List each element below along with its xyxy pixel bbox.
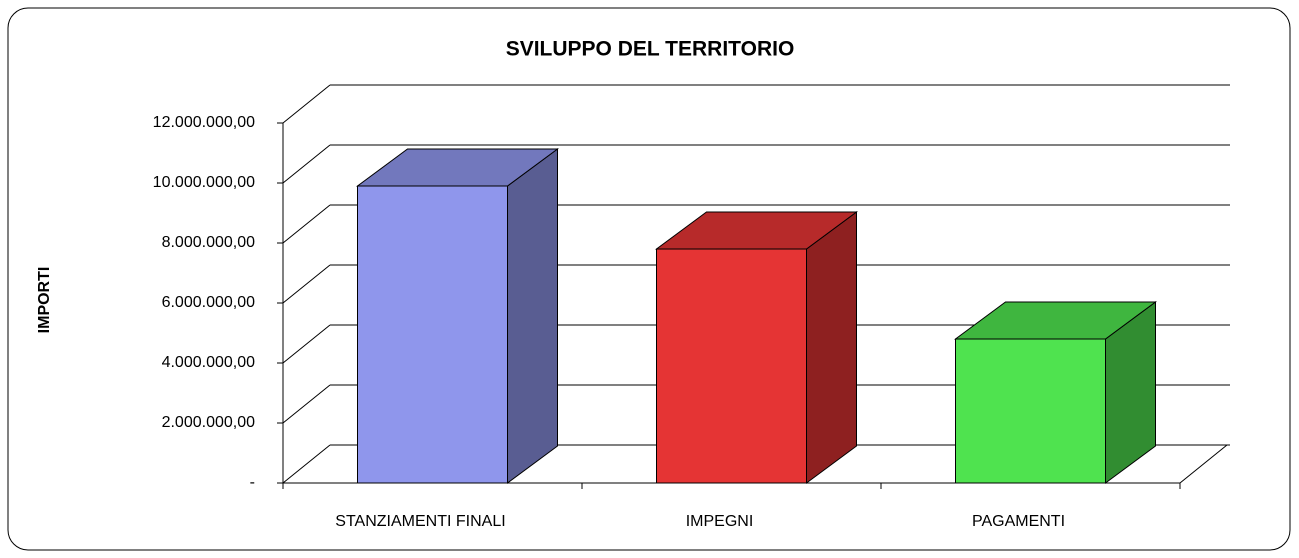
grid-line (282, 144, 331, 184)
x-tick-label: IMPEGNI (686, 513, 754, 530)
chart-title: SVILUPPO DEL TERRITORIO (506, 38, 795, 61)
grid-line (282, 84, 331, 124)
y-tick-label: - (250, 474, 255, 491)
y-tick-label: 12.000.000,00 (153, 114, 255, 131)
bar (953, 301, 1158, 484)
y-tick-label: 10.000.000,00 (153, 174, 255, 191)
y-tick-label: 6.000.000,00 (162, 294, 256, 311)
grid-line (282, 264, 331, 304)
grid-line (282, 444, 331, 484)
bar (654, 211, 859, 484)
y-tick-label: 2.000.000,00 (162, 414, 256, 431)
bar-face (357, 185, 508, 484)
bar-face (656, 248, 807, 484)
x-tick-label: PAGAMENTI (972, 513, 1065, 530)
bar (355, 148, 560, 484)
bar-face (355, 148, 560, 187)
grid-line (282, 324, 331, 364)
grid-line (282, 204, 331, 244)
bar-face (953, 301, 1158, 340)
bar-face (955, 338, 1106, 484)
x-tick-label: STANZIAMENTI FINALI (335, 513, 505, 530)
bar-face (654, 211, 859, 250)
y-tick-label: 4.000.000,00 (162, 354, 256, 371)
y-tick-label: 8.000.000,00 (162, 234, 256, 251)
bar-face (507, 148, 558, 484)
grid-line (282, 384, 331, 424)
bar-face (806, 211, 857, 484)
floor-edge (1179, 444, 1228, 484)
y-axis-label: IMPORTI (36, 267, 53, 334)
